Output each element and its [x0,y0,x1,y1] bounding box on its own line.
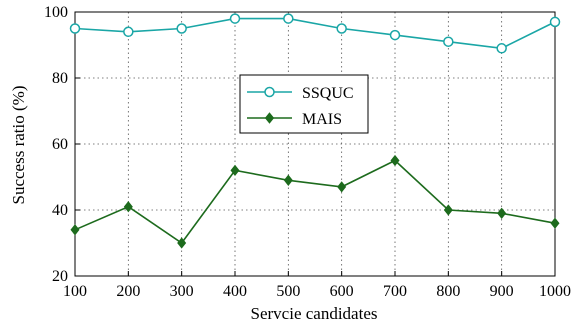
data-point-mais [337,181,347,193]
data-point-ssquc [336,23,347,34]
series-line-ssquc [74,17,556,50]
data-point-ssquc [229,13,241,24]
data-point-ssquc [123,26,134,38]
data-point-mais [283,174,293,186]
data-point-mais [177,237,187,249]
y-tick-label: 80 [52,70,68,87]
legend-marker-mais [264,112,275,124]
data-point-mais [550,217,560,229]
x-tick-label: 900 [490,283,514,300]
legend-box [239,74,369,134]
x-tick-label: 1000 [539,283,571,300]
x-axis: 100 200 300 400 500 600 700 800 900 1000 [63,271,571,300]
x-tick-label: 300 [170,283,194,300]
legend-label-mais: MAIS [302,111,342,128]
y-tick-label: 60 [52,136,68,153]
y-axis-title: Success ratio (%) [9,86,28,205]
data-point-mais [497,207,507,219]
legend-marker-ssquc [264,86,275,98]
data-point-ssquc [176,23,187,34]
x-tick-label: 600 [330,283,354,300]
x-tick-label: 100 [63,283,87,300]
data-point-ssquc [283,13,294,24]
legend-label-ssquc: SSQUC [302,85,354,102]
series [69,13,561,249]
data-point-ssquc [549,16,561,28]
data-point-ssquc [389,29,401,41]
data-point-mais [230,164,240,177]
data-point-mais [443,204,453,216]
x-axis-title: Servcie candidates [251,304,378,323]
y-axis: 20 40 60 80 100 [44,4,80,285]
data-point-mais [123,201,133,213]
data-point-mais [390,154,400,167]
y-tick-label: 40 [52,202,68,219]
data-point-mais [70,224,80,236]
y-tick-label: 100 [44,4,68,21]
data-point-ssquc [443,36,454,47]
x-tick-label: 700 [383,283,407,300]
data-point-ssquc [496,43,507,54]
y-tick-label: 20 [52,268,68,285]
series-line-mais [74,159,556,245]
data-point-ssquc [69,23,81,34]
grid [74,11,556,277]
x-tick-label: 500 [276,283,300,300]
x-tick-label: 800 [436,283,460,300]
x-tick-label: 200 [116,283,140,300]
legend: SSQUC MAIS [239,74,369,134]
x-tick-label: 400 [223,283,247,300]
